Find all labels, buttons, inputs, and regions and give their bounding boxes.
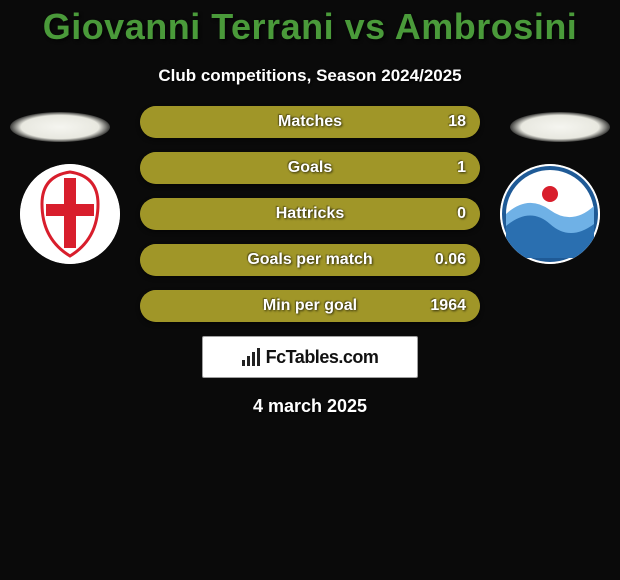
brand-text: FcTables.com xyxy=(266,347,379,368)
stat-value: 0.06 xyxy=(435,244,466,276)
stat-label: Matches xyxy=(140,106,480,138)
stat-row-min-per-goal: Min per goal 1964 xyxy=(140,290,480,322)
subtitle: Club competitions, Season 2024/2025 xyxy=(0,66,620,86)
stat-rows: Matches 18 Goals 1 Hattricks 0 Goals per… xyxy=(140,104,480,322)
stat-row-goals-per-match: Goals per match 0.06 xyxy=(140,244,480,276)
stat-label: Goals xyxy=(140,152,480,184)
stat-value: 1964 xyxy=(430,290,466,322)
stat-row-goals: Goals 1 xyxy=(140,152,480,184)
albinoleffe-crest-icon xyxy=(500,164,600,264)
stat-label: Goals per match xyxy=(140,244,480,276)
left-club-crest xyxy=(20,164,120,264)
comparison-stage: Matches 18 Goals 1 Hattricks 0 Goals per… xyxy=(0,104,620,417)
page-title: Giovanni Terrani vs Ambrosini xyxy=(0,0,620,48)
stat-label: Min per goal xyxy=(140,290,480,322)
right-club-crest xyxy=(500,164,600,264)
right-spotlight xyxy=(510,112,610,142)
brand-box[interactable]: FcTables.com xyxy=(202,336,418,378)
brand-bars-icon xyxy=(242,348,260,366)
left-spotlight xyxy=(10,112,110,142)
stat-row-hattricks: Hattricks 0 xyxy=(140,198,480,230)
stat-label: Hattricks xyxy=(140,198,480,230)
stat-value: 0 xyxy=(457,198,466,230)
padova-crest-icon xyxy=(20,164,120,264)
stat-value: 1 xyxy=(457,152,466,184)
date-text: 4 march 2025 xyxy=(0,396,620,417)
stat-row-matches: Matches 18 xyxy=(140,106,480,138)
stat-value: 18 xyxy=(448,106,466,138)
